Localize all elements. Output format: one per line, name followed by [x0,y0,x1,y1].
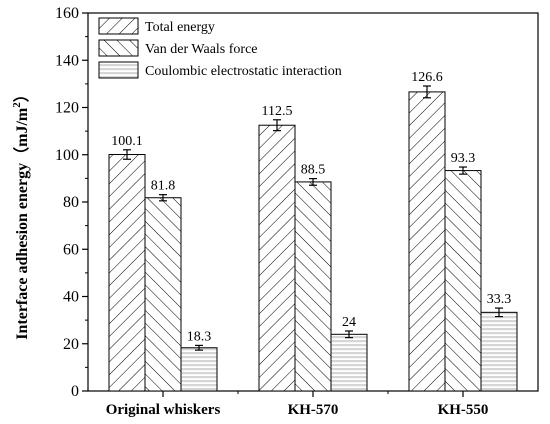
x-tick-label: KH-570 [288,402,339,418]
y-tick-label: 140 [55,52,79,69]
data-label: 24 [342,315,356,330]
y-tick-label: 120 [55,100,79,117]
legend-label: Van der Waals force [145,42,258,57]
bar [294,181,332,392]
y-axis-label-tail: ） [13,86,31,102]
data-label: 81.8 [151,179,176,194]
data-label: 93.3 [451,151,476,166]
y-tick-label: 160 [55,5,79,22]
y-axis-label-sup: 2 [11,102,23,108]
bar [258,124,296,392]
legend-label: Total energy [145,20,215,35]
data-label: 126.6 [411,70,443,85]
data-labels: 100.1 81.8 18.3 112.5 88.5 24 126.6 93.3 33.3 [111,70,511,344]
legend: Total energy Van der Waals force Coulombic… [98,17,342,79]
bar [108,154,146,392]
data-label: 33.3 [487,292,512,307]
legend-label: Coulombic electrostatic interaction [145,64,342,79]
data-label: 88.5 [301,163,326,178]
legend-swatch [98,61,139,79]
data-label: 112.5 [262,104,293,119]
bar [330,333,368,392]
bar [180,347,218,392]
bar [144,197,182,392]
y-tick-label: 80 [63,194,79,211]
data-label: 100.1 [111,134,143,149]
bar [480,311,518,392]
y-tick-label: 0 [71,383,79,400]
data-label: 18.3 [187,329,212,344]
y-tick-label: 40 [63,289,79,306]
y-tick-label: 20 [63,336,79,353]
x-tick-label: Original whiskers [106,402,221,418]
legend-swatch [98,39,139,57]
bar [444,170,482,392]
y-tick-label: 60 [63,241,79,258]
bar [408,91,446,392]
x-tick-label: KH-550 [438,402,489,418]
y-tick-label: 100 [55,147,79,164]
y-axis-label: Interface adhesion energy（mJ/m2） [11,86,31,339]
legend-swatch [98,17,139,35]
y-axis-label-main: Interface adhesion energy（mJ/m [13,107,31,340]
bars [108,85,518,392]
